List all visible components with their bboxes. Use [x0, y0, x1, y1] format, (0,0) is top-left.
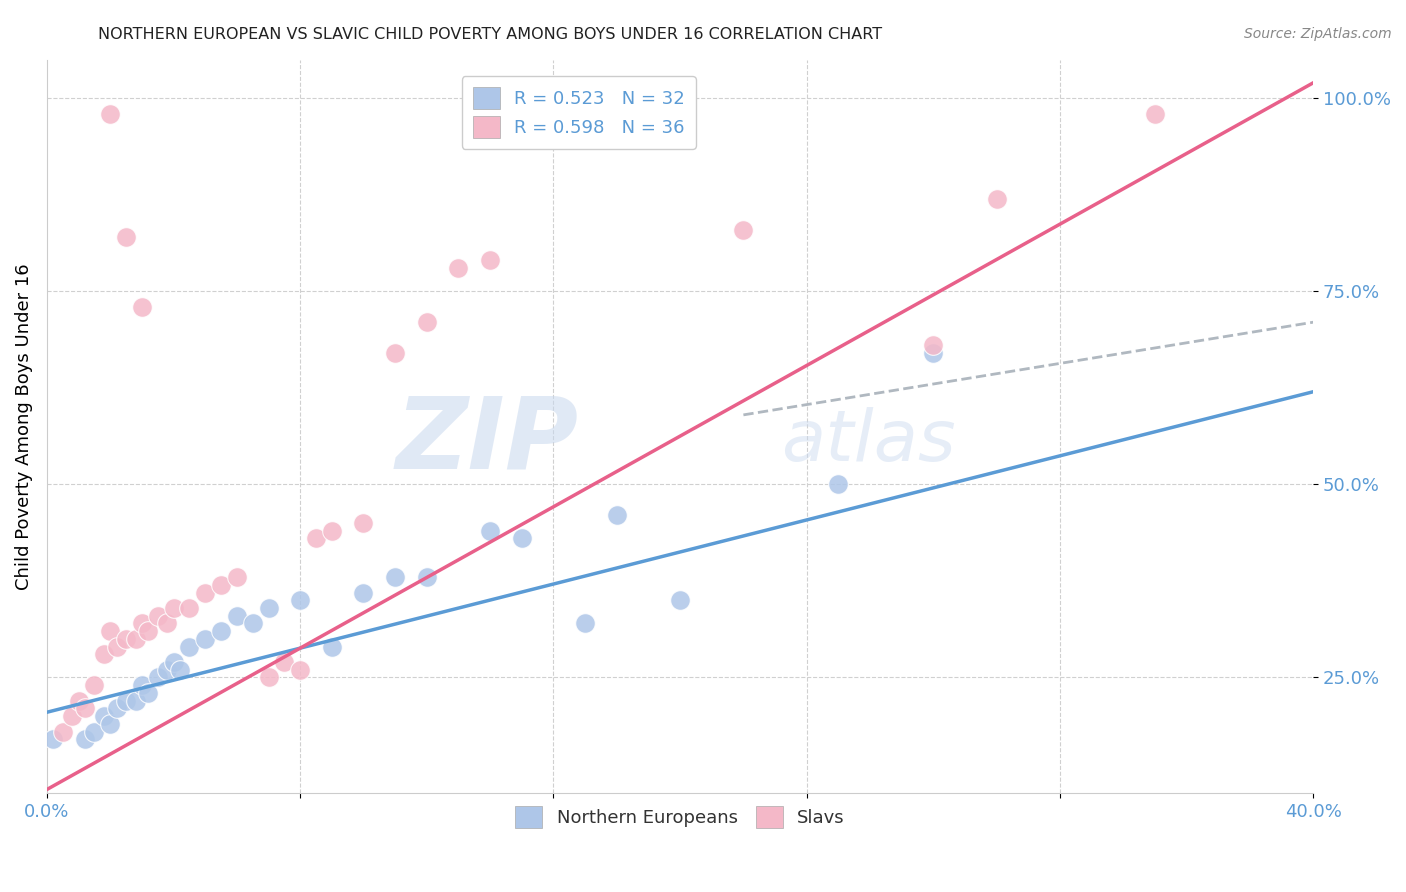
Point — [98, 716, 121, 731]
Point — [479, 253, 502, 268]
Point — [98, 624, 121, 639]
Point — [60, 709, 83, 723]
Point — [156, 616, 179, 631]
Point — [321, 524, 343, 538]
Point — [52, 724, 75, 739]
Point — [83, 678, 105, 692]
Text: atlas: atlas — [782, 407, 956, 475]
Point — [124, 632, 146, 646]
Point — [162, 655, 184, 669]
Point — [225, 570, 247, 584]
Text: NORTHERN EUROPEAN VS SLAVIC CHILD POVERTY AMONG BOYS UNDER 16 CORRELATION CHART: NORTHERN EUROPEAN VS SLAVIC CHILD POVERT… — [98, 27, 883, 42]
Point — [225, 608, 247, 623]
Point — [162, 601, 184, 615]
Point — [179, 640, 201, 654]
Point — [136, 686, 159, 700]
Legend: Northern Europeans, Slavs: Northern Europeans, Slavs — [508, 799, 852, 836]
Point — [42, 732, 65, 747]
Point — [273, 655, 295, 669]
Point — [93, 648, 115, 662]
Point — [353, 516, 375, 530]
Point — [194, 585, 217, 599]
Point — [384, 346, 406, 360]
Y-axis label: Child Poverty Among Boys Under 16: Child Poverty Among Boys Under 16 — [15, 263, 32, 590]
Point — [606, 508, 628, 523]
Point — [115, 693, 138, 707]
Point — [827, 477, 849, 491]
Point — [574, 616, 596, 631]
Point — [131, 616, 153, 631]
Point — [194, 632, 217, 646]
Point — [105, 640, 128, 654]
Point — [73, 732, 96, 747]
Point — [98, 106, 121, 120]
Point — [93, 709, 115, 723]
Point — [479, 524, 502, 538]
Point — [73, 701, 96, 715]
Point — [131, 678, 153, 692]
Point — [124, 693, 146, 707]
Point — [353, 585, 375, 599]
Point — [416, 570, 439, 584]
Point — [131, 300, 153, 314]
Point — [146, 671, 169, 685]
Point — [105, 701, 128, 715]
Point — [288, 663, 311, 677]
Point — [922, 346, 945, 360]
Text: ZIP: ZIP — [395, 392, 579, 490]
Point — [305, 532, 328, 546]
Point — [257, 671, 280, 685]
Point — [67, 693, 90, 707]
Point — [986, 192, 1008, 206]
Point — [136, 624, 159, 639]
Point — [146, 608, 169, 623]
Point — [669, 593, 692, 607]
Point — [242, 616, 264, 631]
Point — [83, 724, 105, 739]
Point — [321, 640, 343, 654]
Point — [384, 570, 406, 584]
Point — [1143, 106, 1166, 120]
Point — [156, 663, 179, 677]
Point — [510, 532, 533, 546]
Point — [257, 601, 280, 615]
Point — [209, 578, 232, 592]
Point — [416, 315, 439, 329]
Point — [115, 230, 138, 244]
Point — [288, 593, 311, 607]
Point — [179, 601, 201, 615]
Point — [447, 261, 470, 276]
Point — [115, 632, 138, 646]
Text: Source: ZipAtlas.com: Source: ZipAtlas.com — [1244, 27, 1392, 41]
Point — [209, 624, 232, 639]
Point — [169, 663, 191, 677]
Point — [922, 338, 945, 352]
Point — [733, 222, 755, 236]
